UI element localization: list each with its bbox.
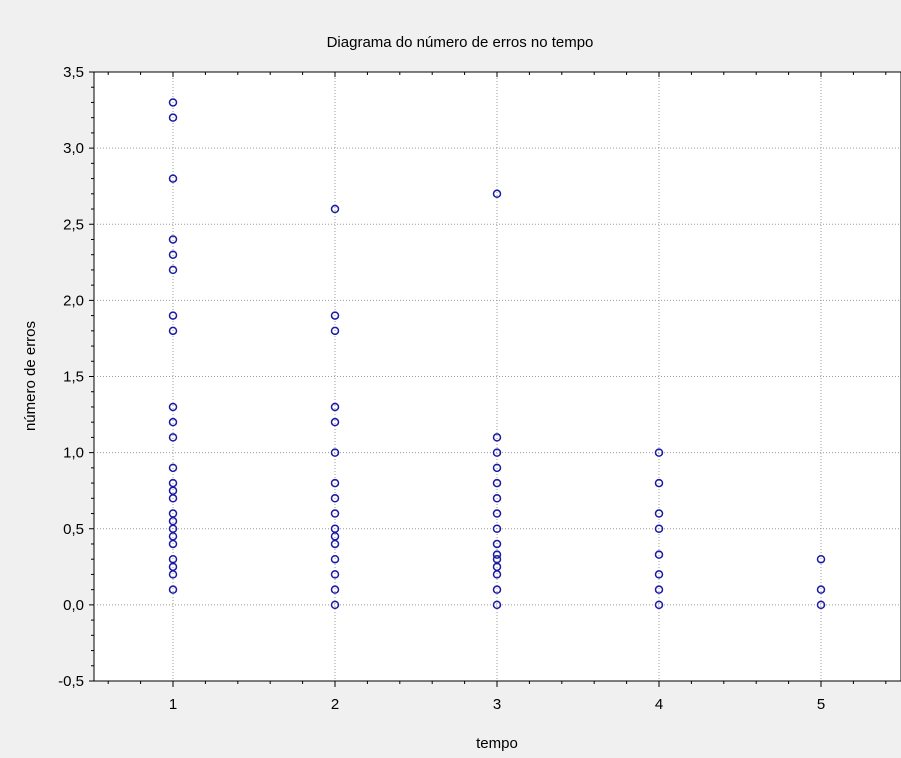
data-point [330, 539, 340, 549]
x-tick-label: 1 [169, 696, 177, 713]
data-point [816, 585, 826, 594]
data-point [492, 433, 502, 442]
axis-ticks: -0,5 0,0 0,5 1,0 1,5 2,0 2,5 3,0 3,5 1 2 3 4 5 [58, 64, 887, 713]
data-point [330, 494, 340, 503]
data-point [168, 113, 178, 122]
data-point [168, 570, 178, 579]
x-axis-label: tempo [476, 735, 518, 752]
y-tick-label: -0,5 [58, 673, 84, 690]
data-point [330, 554, 340, 564]
data-point [654, 478, 664, 488]
data-point [492, 463, 502, 473]
data-point [168, 402, 178, 412]
data-point [168, 417, 178, 427]
data-point [168, 174, 178, 183]
data-point [168, 463, 178, 473]
data-point [168, 98, 178, 107]
data-point [330, 311, 340, 320]
y-tick-label: 0,5 [63, 521, 84, 538]
data-point [330, 570, 340, 579]
data-point [330, 402, 340, 412]
y-axis-label: número de erros [22, 321, 39, 431]
data-point [492, 524, 502, 533]
data-point [330, 326, 340, 336]
data-point [168, 235, 178, 244]
data-point [168, 585, 178, 594]
x-tick-label: 2 [331, 696, 339, 713]
data-point [654, 448, 664, 457]
data-point [654, 524, 664, 533]
y-tick-label: 1,5 [63, 369, 84, 386]
y-tick-label: 2,0 [63, 292, 84, 309]
chart-title: Diagrama do número de erros no tempo [327, 34, 594, 51]
data-point [168, 326, 178, 336]
data-point [492, 539, 502, 549]
data-point [168, 494, 178, 503]
data-point [330, 204, 340, 214]
y-tick-label: 0,0 [63, 597, 84, 614]
y-tick-label: 3,0 [63, 140, 84, 157]
plot-area [93, 71, 901, 682]
y-tick-label: 3,5 [63, 64, 84, 81]
data-points [168, 98, 826, 610]
data-point [492, 189, 502, 199]
data-point [492, 585, 502, 594]
data-point [816, 600, 826, 610]
data-point [330, 509, 340, 518]
data-point [492, 550, 502, 559]
data-point [330, 600, 340, 610]
data-point [492, 509, 502, 518]
data-point [654, 509, 664, 518]
data-point [492, 448, 502, 457]
data-point [330, 448, 340, 457]
y-tick-label: 1,0 [63, 445, 84, 462]
data-point [816, 554, 826, 564]
x-tick-label: 5 [817, 696, 825, 713]
data-point [654, 570, 664, 579]
data-point [492, 478, 502, 488]
data-point [330, 478, 340, 488]
data-point [168, 311, 178, 320]
x-tick-label: 4 [655, 696, 663, 713]
data-point [654, 585, 664, 594]
data-point [654, 600, 664, 610]
data-point [168, 265, 178, 275]
data-point [654, 550, 664, 559]
data-point [492, 600, 502, 610]
data-point [168, 250, 178, 259]
grid-lines [94, 72, 901, 681]
data-point [168, 539, 178, 549]
data-point [492, 570, 502, 579]
data-point [168, 433, 178, 442]
data-point [330, 585, 340, 594]
y-tick-label: 2,5 [63, 216, 84, 233]
data-point [330, 417, 340, 427]
data-point [492, 494, 502, 503]
x-tick-label: 3 [493, 696, 501, 713]
